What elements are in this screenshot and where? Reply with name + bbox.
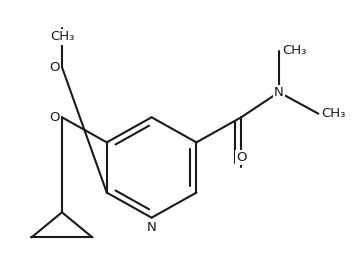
Text: O: O xyxy=(50,61,60,74)
Text: N: N xyxy=(274,86,284,99)
Text: CH₃: CH₃ xyxy=(50,30,74,44)
Text: CH₃: CH₃ xyxy=(282,44,306,58)
Text: O: O xyxy=(50,111,60,124)
Text: O: O xyxy=(236,151,246,164)
Text: CH₃: CH₃ xyxy=(321,107,346,120)
Text: N: N xyxy=(147,221,156,234)
